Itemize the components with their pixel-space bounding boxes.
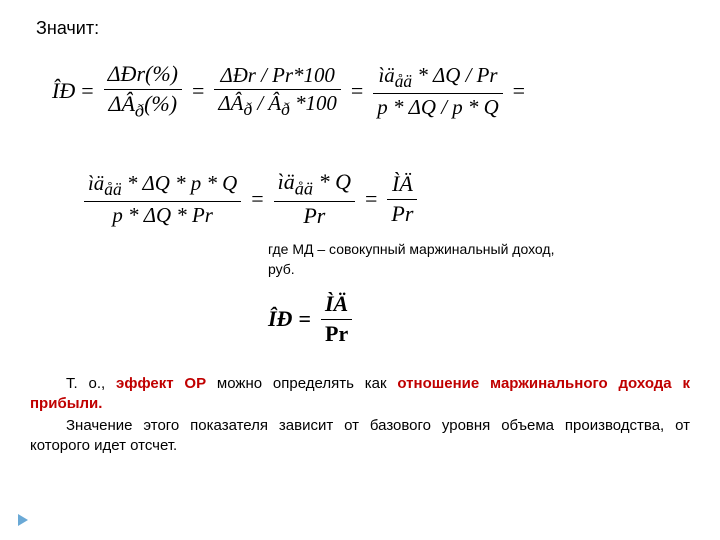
f3-num: ÌÄ (321, 290, 352, 319)
formula-line-3: ÎÐ = ÌÄ Pr (268, 290, 356, 348)
f3-lhs: ÎÐ (268, 306, 292, 332)
p2-text: Значение этого показателя зависит от баз… (30, 417, 690, 454)
p1-a: Т. о., (66, 375, 116, 392)
f1-frac1-den: ΔÂð(%) (105, 90, 182, 123)
f1-frac2-den: ΔÂð / Âð *100 (214, 90, 340, 121)
f1-frac3-den: p * ΔQ / p * Q (373, 94, 502, 121)
paragraph-1: Т. о., эффект ОР можно определять как от… (30, 374, 690, 415)
p1-c: можно определять как (206, 375, 397, 392)
formula-line-1: ÎÐ = ΔÐr(%) ΔÂð(%) = ΔÐr / Pr*100 ΔÂð / … (52, 60, 531, 123)
f2-frac2-num: ìäåä * Q (274, 168, 355, 201)
f2-frac3-den: Pr (387, 200, 417, 229)
f2-frac2-den: Pr (299, 202, 329, 231)
f1-frac3-num: ìäåä * ΔQ / Pr (374, 62, 501, 93)
slide-marker-icon (18, 514, 28, 526)
f2-frac1-num: ìäåä * ΔQ * p * Q (84, 170, 241, 201)
heading: Значит: (36, 18, 99, 39)
f3-den: Pr (321, 320, 352, 349)
note-md: где МД – совокупный маржинальный доход, … (268, 240, 578, 279)
f2-frac1-den: p * ΔQ * Pr (108, 202, 216, 229)
paragraph-2: Значение этого показателя зависит от баз… (30, 416, 690, 457)
f1-lhs: ÎÐ (52, 78, 75, 104)
p1-b: эффект ОР (116, 375, 206, 392)
f2-frac3-num: ÌÄ (388, 170, 417, 199)
f1-frac2-num: ΔÐr / Pr*100 (216, 62, 338, 89)
f1-frac1-num: ΔÐr(%) (104, 60, 182, 89)
formula-line-2: ìäåä * ΔQ * p * Q p * ΔQ * Pr = ìäåä * Q… (80, 168, 421, 231)
